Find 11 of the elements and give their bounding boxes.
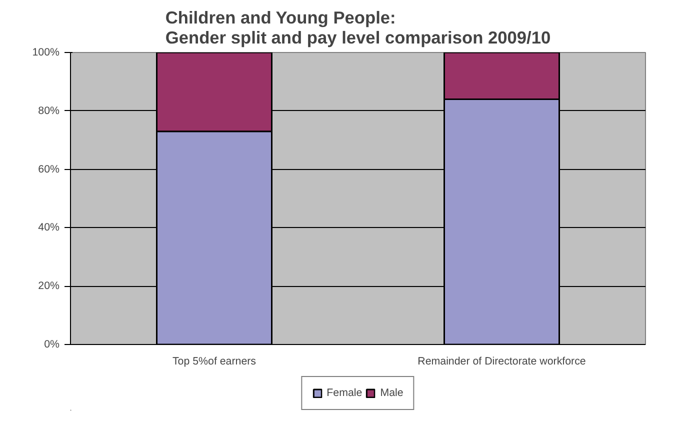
y-tick-label: 0% [44, 338, 60, 350]
x-tick-label: Top 5%of earners [172, 356, 256, 368]
y-tick-label: 20% [38, 280, 60, 292]
y-tick-label: 60% [38, 163, 60, 176]
y-tick-label: 40% [38, 222, 60, 234]
legend-label: Male [380, 386, 404, 398]
x-tick-label: Remainder of Directorate workforce [418, 356, 586, 368]
y-tick-label: 80% [38, 104, 60, 117]
chart-title: Children and Young People: Gender split and pay level comparison 2009/10 [165, 8, 551, 48]
y-tick-label: 100% [32, 46, 60, 58]
legend-label: Female [326, 386, 362, 398]
